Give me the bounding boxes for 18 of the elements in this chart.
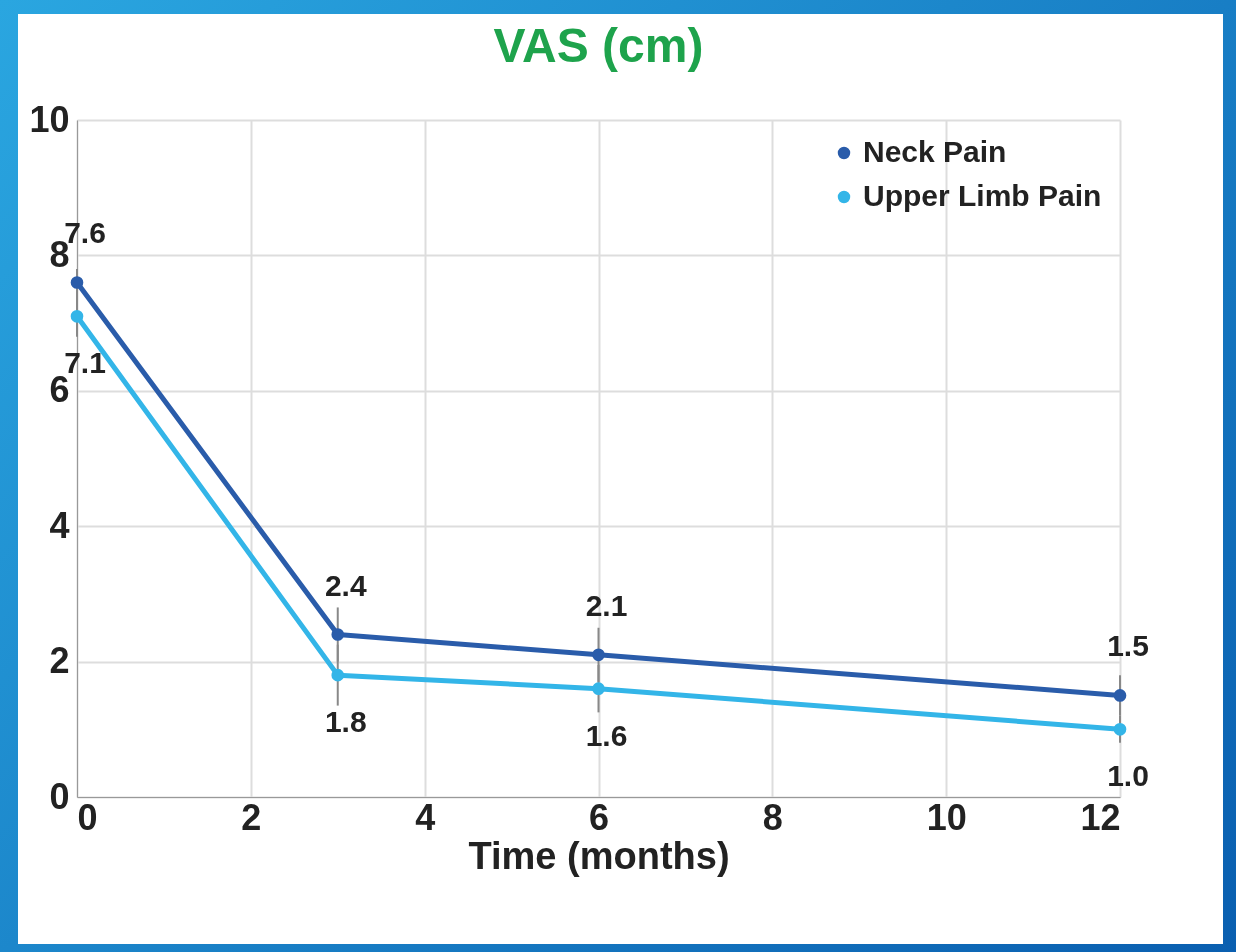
x-tick-label: 2 bbox=[241, 796, 262, 838]
y-tick-label: 10 bbox=[29, 98, 70, 140]
legend-label: Neck Pain bbox=[863, 135, 1007, 168]
x-tick-label: 0 bbox=[77, 796, 98, 838]
x-tick-label: 8 bbox=[762, 796, 783, 838]
data-label: 1.0 bbox=[1107, 759, 1149, 793]
legend-label: Upper Limb Pain bbox=[863, 179, 1102, 212]
data-label: 2.4 bbox=[324, 568, 367, 602]
data-label: 1.6 bbox=[585, 718, 628, 752]
chart-title: VAS (cm) bbox=[493, 19, 704, 72]
y-tick-label: 4 bbox=[49, 504, 70, 546]
x-tick-label: 12 bbox=[1080, 796, 1121, 838]
data-label: 2.1 bbox=[585, 588, 628, 622]
y-tick-label: 2 bbox=[49, 640, 70, 682]
x-tick-label: 4 bbox=[415, 796, 436, 838]
x-tick-label: 10 bbox=[926, 796, 967, 838]
data-label: 1.5 bbox=[1107, 629, 1149, 663]
data-label: 1.8 bbox=[324, 705, 367, 739]
